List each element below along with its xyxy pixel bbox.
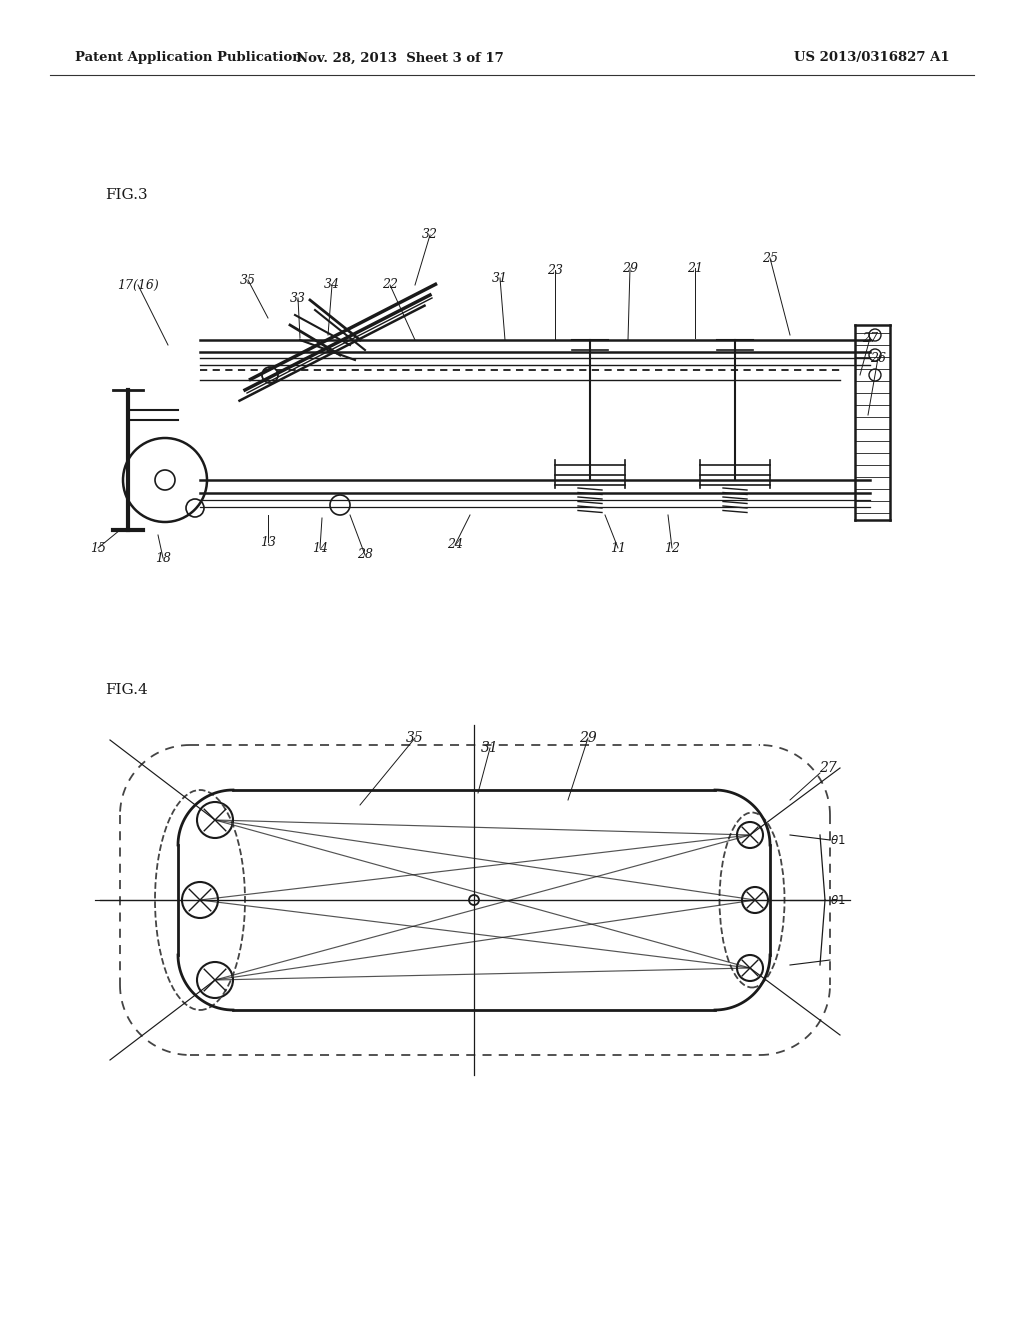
Text: 35: 35 bbox=[240, 273, 256, 286]
Text: 24: 24 bbox=[447, 539, 463, 552]
Text: Nov. 28, 2013  Sheet 3 of 17: Nov. 28, 2013 Sheet 3 of 17 bbox=[296, 51, 504, 65]
Text: 34: 34 bbox=[324, 279, 340, 292]
Text: 25: 25 bbox=[762, 252, 778, 264]
Text: US 2013/0316827 A1: US 2013/0316827 A1 bbox=[795, 51, 950, 65]
Text: 13: 13 bbox=[260, 536, 276, 549]
Text: FIG.4: FIG.4 bbox=[105, 682, 147, 697]
Text: 29: 29 bbox=[622, 261, 638, 275]
Text: 31: 31 bbox=[481, 741, 499, 755]
Text: 27: 27 bbox=[862, 331, 878, 345]
Text: 29: 29 bbox=[580, 731, 597, 744]
Text: FIG.3: FIG.3 bbox=[105, 187, 147, 202]
Text: 14: 14 bbox=[312, 541, 328, 554]
Text: 35: 35 bbox=[407, 731, 424, 744]
Text: 11: 11 bbox=[610, 541, 626, 554]
Text: Patent Application Publication: Patent Application Publication bbox=[75, 51, 302, 65]
Text: 28: 28 bbox=[357, 549, 373, 561]
Text: 27: 27 bbox=[819, 762, 837, 775]
Text: 12: 12 bbox=[664, 541, 680, 554]
Text: 26: 26 bbox=[870, 351, 886, 364]
Text: 21: 21 bbox=[687, 261, 703, 275]
Text: $\theta1$: $\theta1$ bbox=[830, 833, 846, 846]
Text: 31: 31 bbox=[492, 272, 508, 285]
Text: 23: 23 bbox=[547, 264, 563, 276]
Text: 33: 33 bbox=[290, 292, 306, 305]
Text: 17(16): 17(16) bbox=[117, 279, 159, 292]
Text: $\theta1$: $\theta1$ bbox=[830, 894, 846, 907]
Text: 15: 15 bbox=[90, 541, 106, 554]
Text: 18: 18 bbox=[155, 552, 171, 565]
Text: 22: 22 bbox=[382, 279, 398, 292]
Text: 32: 32 bbox=[422, 228, 438, 242]
